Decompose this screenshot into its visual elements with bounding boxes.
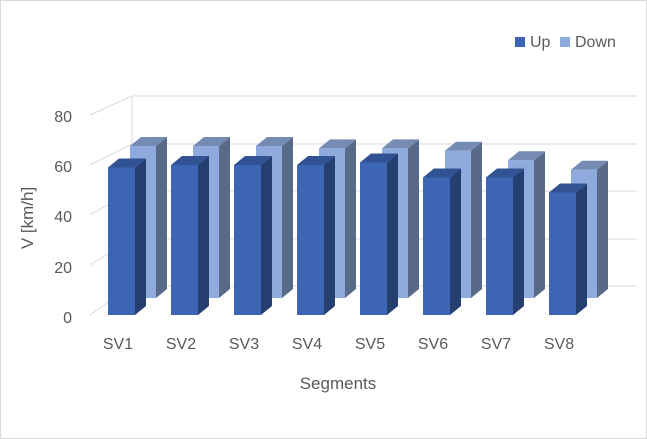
bar-up-side [513,168,524,315]
x-tick-label: SV1 [103,336,133,353]
bar-down-side [408,139,419,298]
bar-down-side [534,151,545,298]
bar-up-side [576,183,587,315]
bar-up-top [360,153,398,163]
x-tick-label: SV6 [418,336,448,353]
bar-up-side [261,156,272,315]
x-tick-label: SV7 [481,336,511,353]
bar-up-side [135,158,146,315]
bar-down-side [282,137,293,298]
legend-label-down: Down [575,34,616,51]
bar-up-front [486,177,513,315]
legend-swatch-down [560,37,570,47]
x-tick-label: SV2 [166,336,196,353]
bar-down-top [193,137,230,146]
x-axis-tick-labels: SV1 SV2 SV3 SV4 SV5 SV6 SV7 SV8 [103,336,574,353]
bar-up-front [234,165,261,315]
y-tick-label: 60 [54,159,72,176]
bar-up-front [549,192,576,315]
bar-up-top [486,168,524,178]
bar-up-front [108,167,135,315]
bar-up-top [297,156,335,165]
gridline-depth [89,95,133,116]
bar-up-side [450,168,461,315]
bar-down-top [382,139,419,149]
bar-up [234,156,272,315]
bar-down-top [130,137,167,146]
bar-down-side [597,160,608,298]
bar-down-side [345,139,356,298]
bar-up-top [549,183,587,193]
x-axis-title: Segments [300,374,377,393]
y-tick-label: 20 [54,260,72,277]
bar-up-side [198,156,209,315]
y-tick-label: 0 [63,310,72,327]
bar-down-side [219,137,230,298]
bar-up [360,153,398,315]
bar-up-front [297,165,324,315]
bar-down-top [256,137,293,146]
y-axis-tick-labels: 0 20 40 60 80 [54,109,72,327]
bar-up-top [108,158,146,168]
bar-up-front [171,165,198,315]
x-tick-label: SV4 [292,336,322,353]
bar-up-top [234,156,272,165]
y-tick-label: 40 [54,209,72,226]
bar-down-side [471,141,482,298]
legend: Up Down [515,34,616,51]
bar-down-top [508,151,545,161]
bar-up [549,183,587,315]
bar-up-front [423,177,450,315]
bar-down-side [156,137,167,298]
x-tick-label: SV5 [355,336,385,353]
bar-up [108,158,146,315]
bar-down-top [445,141,482,151]
bar-down-top [319,139,356,149]
bar-up-side [324,156,335,315]
bar-up-top [423,168,461,178]
legend-label-up: Up [530,34,551,51]
bar-up-side [387,153,398,315]
legend-swatch-up [515,37,525,47]
bar-up [297,156,335,315]
x-tick-label: SV3 [229,336,259,353]
bar-up-top [171,156,209,165]
bar-down-top [571,160,608,170]
x-tick-label: SV8 [544,336,574,353]
bar-up [486,168,524,315]
bar-up [171,156,209,315]
y-axis-title: V [km/h] [18,187,37,249]
bar-up-front [360,162,387,315]
y-tick-label: 80 [54,109,72,126]
up-series-bars [108,153,587,315]
bar-up [423,168,461,315]
gridline-depth [89,143,133,166]
